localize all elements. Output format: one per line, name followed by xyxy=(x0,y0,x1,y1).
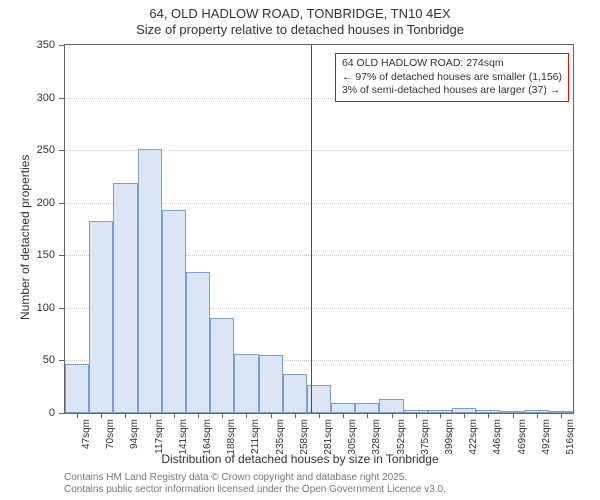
y-tick xyxy=(59,150,64,151)
histogram-bar xyxy=(162,210,186,413)
x-tick xyxy=(77,413,78,418)
x-tick-label: 352sqm xyxy=(396,419,407,455)
x-tick-label: 446sqm xyxy=(492,419,503,455)
x-tick xyxy=(295,413,296,418)
chart-title-sub: Size of property relative to detached ho… xyxy=(0,22,600,37)
x-tick-label: 281sqm xyxy=(323,419,334,455)
x-tick-label: 492sqm xyxy=(541,419,552,455)
x-tick xyxy=(488,413,489,418)
x-tick-label: 117sqm xyxy=(154,419,165,454)
y-tick-label: 300 xyxy=(25,92,55,104)
x-tick xyxy=(440,413,441,418)
y-tick-label: 200 xyxy=(25,197,55,209)
x-tick xyxy=(392,413,393,418)
y-tick xyxy=(59,45,64,46)
y-axis-label: Number of detached properties xyxy=(18,155,32,320)
x-tick xyxy=(150,413,151,418)
y-tick xyxy=(59,203,64,204)
x-tick-label: 70sqm xyxy=(105,419,116,449)
footnote-line2: Contains public sector information licen… xyxy=(64,484,446,496)
y-tick xyxy=(59,255,64,256)
x-tick xyxy=(125,413,126,418)
histogram-bar xyxy=(186,272,210,413)
histogram-bar xyxy=(113,183,137,413)
x-tick xyxy=(343,413,344,418)
chart-title-main: 64, OLD HADLOW ROAD, TONBRIDGE, TN10 4EX xyxy=(0,6,600,21)
x-tick xyxy=(537,413,538,418)
x-tick-label: 47sqm xyxy=(81,419,92,449)
x-tick-label: 141sqm xyxy=(178,419,189,455)
x-tick-label: 94sqm xyxy=(129,419,140,449)
y-tick xyxy=(59,308,64,309)
histogram-bar xyxy=(331,403,355,414)
x-tick xyxy=(367,413,368,418)
x-tick xyxy=(464,413,465,418)
x-tick-label: 469sqm xyxy=(517,419,528,455)
x-tick xyxy=(416,413,417,418)
x-tick xyxy=(174,413,175,418)
reference-line xyxy=(311,45,312,413)
x-tick xyxy=(513,413,514,418)
histogram-bar xyxy=(138,149,162,413)
annotation-line: ← 97% of detached houses are smaller (1,… xyxy=(342,71,562,85)
plot-area: 05010015020025030035047sqm70sqm94sqm117s… xyxy=(64,44,574,414)
x-tick-label: 258sqm xyxy=(299,419,310,455)
histogram-bar xyxy=(65,364,89,413)
x-tick-label: 305sqm xyxy=(347,419,358,455)
footnote: Contains HM Land Registry data © Crown c… xyxy=(64,472,446,496)
y-tick-label: 0 xyxy=(25,407,55,419)
x-tick-label: 328sqm xyxy=(371,419,382,455)
y-tick-label: 250 xyxy=(25,144,55,156)
x-tick xyxy=(101,413,102,418)
y-tick-label: 150 xyxy=(25,249,55,261)
histogram-bar xyxy=(89,221,113,413)
x-tick xyxy=(561,413,562,418)
x-tick-label: 422sqm xyxy=(468,419,479,455)
annotation-box: 64 OLD HADLOW ROAD: 274sqm← 97% of detac… xyxy=(335,53,569,102)
x-tick xyxy=(198,413,199,418)
x-tick xyxy=(222,413,223,418)
annotation-line: 3% of semi-detached houses are larger (3… xyxy=(342,84,562,98)
histogram-bar xyxy=(283,374,307,413)
histogram-bar xyxy=(210,318,234,413)
y-tick-label: 350 xyxy=(25,39,55,51)
x-tick-label: 235sqm xyxy=(275,419,286,455)
y-tick xyxy=(59,98,64,99)
x-tick-label: 164sqm xyxy=(202,419,213,455)
y-tick xyxy=(59,360,64,361)
y-tick-label: 100 xyxy=(25,302,55,314)
x-tick-label: 211sqm xyxy=(250,419,261,454)
histogram-bar xyxy=(355,403,379,414)
y-tick xyxy=(59,413,64,414)
histogram-bar xyxy=(379,399,403,413)
histogram-bar xyxy=(259,355,283,413)
x-tick xyxy=(319,413,320,418)
histogram-bar xyxy=(234,354,258,413)
x-axis-label: Distribution of detached houses by size … xyxy=(0,452,600,466)
y-tick-label: 50 xyxy=(25,354,55,366)
x-tick xyxy=(246,413,247,418)
x-tick xyxy=(271,413,272,418)
x-tick-label: 375sqm xyxy=(420,419,431,455)
x-tick-label: 188sqm xyxy=(226,419,237,455)
footnote-line1: Contains HM Land Registry data © Crown c… xyxy=(64,472,446,484)
annotation-line: 64 OLD HADLOW ROAD: 274sqm xyxy=(342,57,562,71)
x-tick-label: 516sqm xyxy=(565,419,576,455)
x-tick-label: 399sqm xyxy=(444,419,455,455)
